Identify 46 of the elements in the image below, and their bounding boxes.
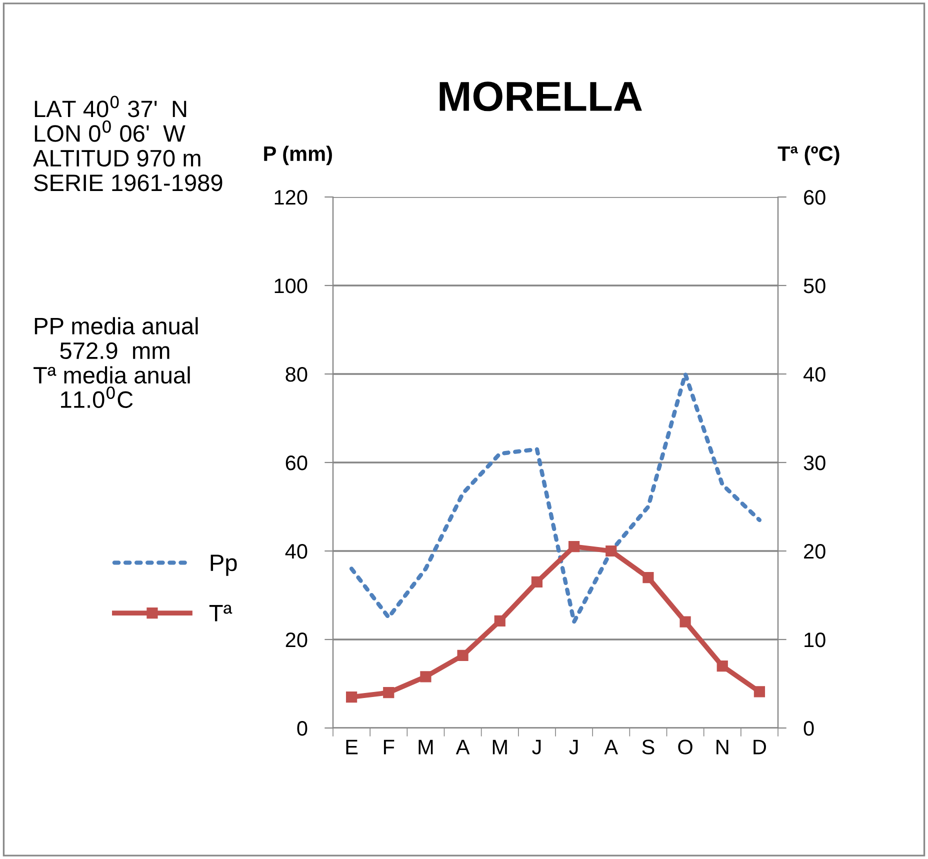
point (754, 686, 766, 698)
y2-tick-label: 20 (804, 544, 826, 559)
chart-title: MORELLA (440, 82, 642, 112)
x-tick-label: M (492, 740, 507, 754)
y-tick-label: 60 (286, 456, 308, 470)
x-tick-label: A (456, 740, 470, 754)
point (606, 545, 617, 557)
point (420, 671, 432, 682)
legend-label: Tª (209, 604, 232, 622)
y2-tick-label: 40 (803, 367, 826, 382)
x-tick-label: O (678, 740, 692, 754)
y-tick-label: 120 (274, 190, 308, 205)
y2-tick-label: 10 (804, 632, 826, 648)
point (568, 541, 580, 552)
x-tick-label: D (754, 740, 766, 754)
y-tick-label: 100 (274, 278, 308, 294)
point (531, 576, 543, 588)
x-tick-label: A (604, 740, 618, 754)
point (716, 660, 728, 672)
y2-tick-label: 60 (804, 190, 826, 205)
point (383, 687, 394, 698)
y2-axis-title: Tª (ºC) (778, 146, 840, 166)
text: PP media anual 572.9 mm Tª media anual 11.0$^{0}$C (34, 317, 198, 408)
x-tick-label: J (532, 740, 541, 754)
line-series (349, 372, 762, 624)
x-tick-label: S (642, 740, 654, 754)
x-tick-label: F (384, 740, 394, 754)
x-tick-label: E (346, 740, 358, 754)
y-tick-label: 0 (297, 721, 308, 736)
point (680, 616, 691, 628)
text: LAT 40$^{0}$ 37' N LON 0$^{0}$ 06' W ALTITUD 970 m SERIE 1961-1989 (33, 96, 222, 192)
legend-label: Pp (210, 554, 237, 576)
y-tick-label: 20 (286, 632, 308, 648)
point (642, 572, 654, 584)
y-tick-label: 40 (285, 544, 308, 559)
y2-tick-label: 50 (804, 278, 826, 294)
x-tick-label: N (716, 740, 728, 754)
point (346, 691, 358, 703)
point (457, 650, 468, 661)
y2-tick-label: 0 (804, 721, 814, 736)
y2-tick-label: 30 (804, 456, 826, 470)
x-tick-label: J (569, 740, 578, 754)
y-axis-title: P (mm) (264, 146, 332, 166)
point (494, 615, 506, 626)
x-tick-label: M (418, 740, 433, 754)
y-tick-label: 80 (286, 367, 308, 382)
